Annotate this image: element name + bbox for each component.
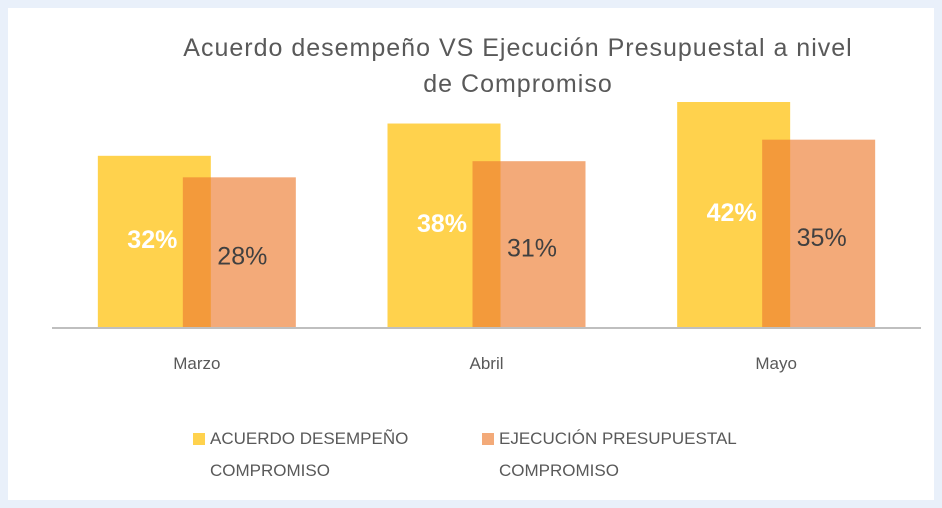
legend-label: EJECUCIÓN PRESUPUESTAL COMPROMISO (499, 429, 737, 480)
legend-swatch (482, 433, 494, 445)
chart-title: Acuerdo desempeño VS Ejecución Presupues… (183, 34, 853, 98)
bar (472, 161, 586, 328)
data-label: 32% (127, 226, 177, 254)
x-tick-label: Marzo (173, 354, 220, 373)
x-tick-label: Mayo (755, 354, 797, 373)
bar (762, 139, 876, 328)
x-tick-label: Abril (469, 354, 503, 373)
data-label: 28% (217, 243, 267, 271)
legend-swatch (193, 433, 205, 445)
data-label: 42% (707, 199, 757, 227)
bar (182, 177, 296, 328)
data-label: 38% (417, 210, 467, 238)
data-label: 31% (507, 235, 557, 263)
data-label: 35% (797, 224, 847, 252)
legend-label: ACUERDO DESEMPEÑO COMPROMISO (210, 429, 409, 480)
